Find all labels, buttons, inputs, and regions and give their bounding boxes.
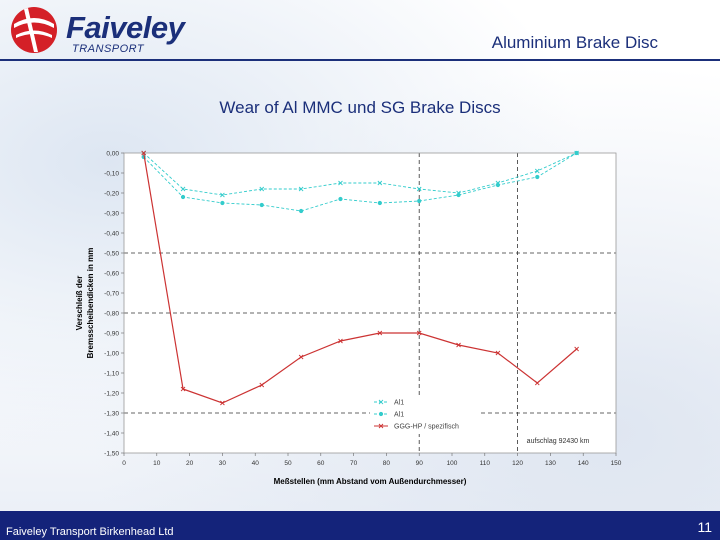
y-tick-label: -1,20 bbox=[104, 391, 119, 398]
y-tick-label: -0,30 bbox=[104, 211, 119, 218]
legend-entry: Al1 bbox=[374, 400, 404, 407]
x-axis-label: Meßstellen (mm Abstand vom Außendurchmes… bbox=[274, 477, 467, 486]
data-point bbox=[220, 192, 225, 198]
y-tick-label: -0,70 bbox=[104, 291, 119, 298]
y-tick-label: -1,40 bbox=[104, 431, 119, 438]
data-point bbox=[220, 200, 225, 206]
x-tick-label: 0 bbox=[122, 460, 126, 467]
series-1 bbox=[141, 150, 579, 198]
data-point bbox=[495, 182, 501, 188]
legend-label: Al1 bbox=[394, 400, 404, 407]
data-point bbox=[338, 338, 343, 344]
data-point bbox=[259, 382, 265, 388]
data-point bbox=[338, 196, 343, 202]
x-tick-label: 100 bbox=[447, 460, 458, 467]
data-point bbox=[299, 208, 304, 214]
legend-marker bbox=[378, 423, 384, 429]
x-tick-label: 70 bbox=[350, 460, 358, 467]
y-tick-label: -0,10 bbox=[104, 171, 119, 178]
x-tick-label: 150 bbox=[611, 460, 622, 467]
data-point bbox=[534, 380, 540, 386]
data-point bbox=[220, 400, 225, 406]
y-tick-label: -1,10 bbox=[104, 371, 119, 378]
header-title: Aluminium Brake Disc bbox=[491, 33, 658, 52]
y-tick-label: -0,20 bbox=[104, 191, 119, 198]
data-point bbox=[377, 200, 382, 206]
y-tick-label: 0,00 bbox=[106, 151, 119, 158]
x-tick-label: 140 bbox=[578, 460, 589, 467]
y-tick-label: -0,80 bbox=[104, 311, 119, 318]
company-logo: Faiveley TRANSPORT bbox=[8, 4, 218, 58]
y-axis-label-line-1: Verschleiß der bbox=[75, 276, 84, 331]
data-point bbox=[338, 180, 343, 186]
data-point bbox=[180, 386, 186, 392]
data-point bbox=[416, 186, 422, 192]
x-tick-label: 40 bbox=[252, 460, 260, 467]
data-point bbox=[377, 330, 383, 336]
data-point bbox=[180, 186, 186, 192]
data-point bbox=[180, 194, 186, 200]
y-tick-label: -0,50 bbox=[104, 251, 119, 258]
chart-annotation: aufschlag 92430 km bbox=[527, 438, 590, 445]
x-tick-label: 10 bbox=[153, 460, 161, 467]
x-tick-label: 110 bbox=[480, 460, 491, 467]
series-line bbox=[143, 152, 578, 404]
header-divider bbox=[0, 59, 720, 61]
page-number: 11 bbox=[697, 519, 712, 535]
legend-label: Al1 bbox=[394, 412, 404, 419]
y-tick-label: -1,30 bbox=[104, 411, 119, 418]
x-tick-label: 30 bbox=[219, 460, 227, 467]
y-tick-label: -0,40 bbox=[104, 231, 119, 238]
data-point bbox=[456, 192, 461, 198]
data-point bbox=[417, 198, 422, 204]
y-tick-label: -1,00 bbox=[104, 351, 119, 358]
footer-company: Faiveley Transport Birkenhead Ltd bbox=[6, 526, 174, 538]
data-point bbox=[259, 186, 265, 192]
plot-frame bbox=[123, 152, 617, 454]
chart-series bbox=[141, 150, 579, 406]
x-tick-label: 60 bbox=[317, 460, 325, 467]
data-point bbox=[574, 346, 579, 352]
x-tick-label: 120 bbox=[512, 460, 523, 467]
legend-entry: GGG-HP / spezifisch bbox=[374, 424, 459, 431]
legend-marker bbox=[378, 411, 384, 417]
data-point bbox=[495, 350, 501, 356]
data-point bbox=[377, 180, 383, 186]
logo-wordmark: Faiveley bbox=[66, 10, 185, 45]
data-point bbox=[141, 150, 146, 156]
legend-label: GGG-HP / spezifisch bbox=[394, 424, 459, 431]
logo-emblem-icon bbox=[11, 7, 57, 53]
footer-bar: Faiveley Transport Birkenhead Ltd 11 bbox=[0, 511, 720, 540]
series-line bbox=[143, 152, 577, 196]
slide-title: Wear of Al MMC und SG Brake Discs bbox=[219, 98, 501, 117]
series-3 bbox=[141, 150, 579, 406]
data-point bbox=[259, 202, 264, 208]
logo-subtext: TRANSPORT bbox=[72, 43, 145, 55]
chart-legend: Al1 Al1 GGG-HP / spezifisch bbox=[370, 396, 480, 434]
y-tick-label: -0,90 bbox=[104, 331, 119, 338]
x-tick-label: 50 bbox=[284, 460, 292, 467]
data-point bbox=[298, 354, 304, 360]
y-tick-label: -0,60 bbox=[104, 271, 119, 278]
data-point bbox=[298, 186, 304, 192]
legend-marker bbox=[378, 399, 384, 405]
x-tick-label: 90 bbox=[416, 460, 424, 467]
legend-entry: Al1 bbox=[374, 412, 404, 419]
y-axis-label-line-2: Bremsscheibendicken in mm bbox=[86, 248, 95, 359]
data-point bbox=[534, 168, 540, 174]
x-tick-label: 80 bbox=[383, 460, 391, 467]
series-line bbox=[143, 152, 577, 212]
x-tick-label: 130 bbox=[545, 460, 556, 467]
chart-axes: 0,00 -0,10 -0,20 -0,30 -0,40 -0,50 -0,60 -0,70 -… bbox=[104, 151, 622, 468]
x-tick-label: 20 bbox=[186, 460, 194, 467]
data-point bbox=[456, 342, 461, 348]
series-2 bbox=[141, 150, 579, 214]
legend-box bbox=[370, 396, 480, 434]
data-point bbox=[574, 150, 579, 156]
y-tick-label: -1,50 bbox=[104, 451, 119, 458]
data-point bbox=[416, 330, 422, 336]
data-point bbox=[535, 174, 540, 180]
